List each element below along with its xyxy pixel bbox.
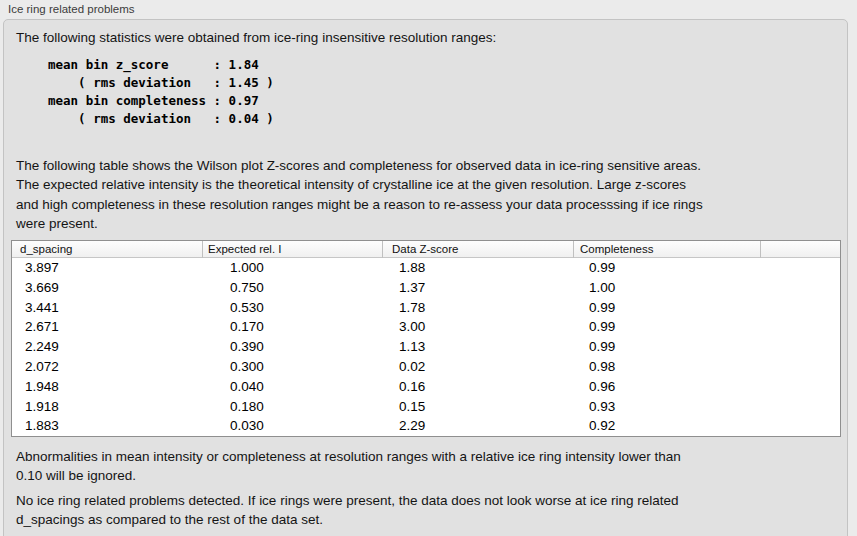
table-cell: 0.96 [574, 377, 761, 397]
column-header-data-z-score[interactable]: Data Z-score [383, 241, 574, 258]
table-row[interactable]: 2.0720.3000.020.98 [12, 357, 840, 377]
table-row[interactable]: 3.4410.5301.780.99 [12, 298, 840, 318]
result-note-line: d_spacings as compared to the rest of th… [16, 510, 679, 529]
table-cell: 0.170 [203, 317, 383, 337]
result-note: No ice ring related problems detected. I… [16, 491, 679, 529]
table-cell-blank [761, 377, 840, 397]
table-cell: 0.99 [574, 317, 761, 337]
table-cell-blank [761, 397, 840, 417]
table-cell: 0.530 [203, 298, 383, 318]
table-cell: 3.441 [12, 298, 203, 318]
table-cell: 1.78 [383, 298, 574, 318]
table-cell: 1.948 [12, 377, 203, 397]
table-cell: 1.88 [383, 258, 574, 278]
table-cell: 1.918 [12, 397, 203, 417]
table-cell: 2.072 [12, 357, 203, 377]
table-cell: 2.671 [12, 317, 203, 337]
ice-ring-table[interactable]: d_spacingExpected rel. IData Z-scoreComp… [11, 240, 841, 437]
column-header-blank[interactable] [761, 241, 840, 258]
table-cell: 3.897 [12, 258, 203, 278]
column-header-expected-rel-i[interactable]: Expected rel. I [203, 241, 383, 258]
description-line: The expected relative intensity is the t… [16, 175, 703, 194]
table-cell: 0.93 [574, 397, 761, 417]
table-row[interactable]: 2.2490.3901.130.99 [12, 337, 840, 357]
table-cell-blank [761, 278, 840, 298]
table-description: The following table shows the Wilson plo… [16, 156, 703, 233]
table-cell: 0.99 [574, 298, 761, 318]
table-cell-blank [761, 258, 840, 278]
table-cell: 2.29 [383, 416, 574, 436]
table-cell: 0.15 [383, 397, 574, 417]
table-cell: 1.00 [574, 278, 761, 298]
table-cell: 0.99 [574, 258, 761, 278]
table-row[interactable]: 2.6710.1703.000.99 [12, 317, 840, 337]
table-cell-blank [761, 416, 840, 436]
table-cell: 3.669 [12, 278, 203, 298]
panel-title: Ice ring related problems [8, 3, 135, 15]
table-cell-blank [761, 337, 840, 357]
stats-block: mean bin z_score : 1.84 ( rms deviation … [48, 56, 274, 128]
table-cell: 0.750 [203, 278, 383, 298]
table-cell: 0.99 [574, 337, 761, 357]
description-line: and high completeness in these resolutio… [16, 195, 703, 214]
table-row[interactable]: 1.8830.0302.290.92 [12, 416, 840, 436]
table-cell: 0.040 [203, 377, 383, 397]
table-header-row: d_spacingExpected rel. IData Z-scoreComp… [12, 241, 840, 258]
table-row[interactable]: 3.8971.0001.880.99 [12, 258, 840, 278]
intro-text: The following statistics were obtained f… [16, 30, 496, 45]
result-note-line: No ice ring related problems detected. I… [16, 491, 679, 510]
table-cell: 1.000 [203, 258, 383, 278]
description-line: The following table shows the Wilson plo… [16, 156, 703, 175]
table-cell: 1.37 [383, 278, 574, 298]
table-cell: 0.98 [574, 357, 761, 377]
table-cell: 0.16 [383, 377, 574, 397]
table-cell-blank [761, 317, 840, 337]
ignore-note-line: Abnormalities in mean intensity or compl… [16, 447, 681, 466]
table-cell: 0.300 [203, 357, 383, 377]
table-cell-blank [761, 298, 840, 318]
description-line: were present. [16, 214, 703, 233]
table-cell: 0.92 [574, 416, 761, 436]
ignore-note: Abnormalities in mean intensity or compl… [16, 447, 681, 485]
table-cell: 2.249 [12, 337, 203, 357]
table-cell: 1.883 [12, 416, 203, 436]
table-cell: 0.030 [203, 416, 383, 436]
table-cell: 0.02 [383, 357, 574, 377]
table-cell: 1.13 [383, 337, 574, 357]
table-body: 3.8971.0001.880.993.6690.7501.371.003.44… [12, 258, 840, 436]
table-cell: 0.180 [203, 397, 383, 417]
table-cell-blank [761, 357, 840, 377]
column-header-d-spacing[interactable]: d_spacing [12, 241, 203, 258]
table-row[interactable]: 1.9480.0400.160.96 [12, 377, 840, 397]
table-row[interactable]: 3.6690.7501.371.00 [12, 278, 840, 298]
ignore-note-line: 0.10 will be ignored. [16, 466, 681, 485]
column-header-completeness[interactable]: Completeness [574, 241, 761, 258]
table-cell: 0.390 [203, 337, 383, 357]
table-row[interactable]: 1.9180.1800.150.93 [12, 397, 840, 417]
table-cell: 3.00 [383, 317, 574, 337]
